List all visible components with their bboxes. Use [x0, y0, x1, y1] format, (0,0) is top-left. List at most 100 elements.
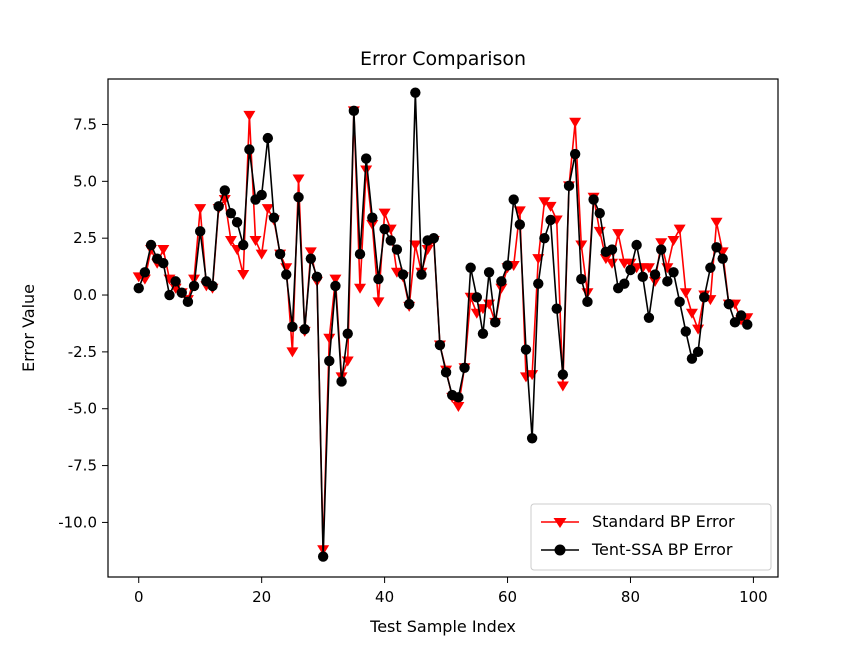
series-1-point-99: [742, 319, 753, 330]
series-1-point-32: [330, 280, 341, 292]
series-0-point-67: [544, 201, 557, 212]
series-0-point-18: [243, 110, 256, 121]
series-1-point-25: [287, 321, 298, 333]
series-1-point-20: [256, 189, 267, 201]
series-0-point-83: [642, 263, 655, 274]
series-0-point-25: [286, 347, 299, 358]
series-1-point-80: [625, 264, 636, 276]
series-0-point-36: [354, 283, 367, 294]
series-1-point-68: [551, 303, 562, 314]
series-1-point-57: [483, 267, 495, 278]
series-1-point-72: [576, 273, 587, 285]
series-0-point-84: [649, 276, 662, 287]
series-1-point-26: [293, 192, 304, 203]
series-1-point-92: [699, 292, 710, 303]
series-1-point-27: [299, 323, 310, 335]
series-1-point-42: [391, 244, 403, 255]
series-1-point-39: [373, 273, 384, 285]
series-1-point-33: [336, 376, 347, 387]
y-axis: 7.5 5.0 2.5 0.0 -2.5 -5.0 -7.5 -10.0: [58, 115, 108, 531]
series-1-point-10: [195, 226, 206, 237]
series-1-point-7: [176, 287, 187, 298]
series-1-point-77: [606, 244, 618, 255]
series-0-point-20: [255, 249, 268, 260]
series-1-point-71: [569, 148, 581, 160]
series-1-point-18: [244, 144, 255, 155]
series-1-point-52: [453, 392, 464, 403]
series-1-point-66: [539, 232, 550, 244]
series-1-point-58: [490, 317, 501, 328]
series-0-point-42: [390, 267, 403, 278]
series-1-point-35: [348, 105, 360, 117]
series-1-point-50: [440, 367, 452, 378]
y-tick-label-5: -5.0: [68, 400, 97, 418]
series-1-point-24: [281, 269, 292, 280]
series-0-point-62: [513, 206, 526, 217]
legend-box: [530, 503, 772, 571]
series-1-point-69: [557, 369, 569, 380]
series-0-point-26: [292, 174, 305, 185]
series-0-point-94: [710, 217, 723, 228]
series-1-point-30: [317, 551, 329, 562]
series-0-point-66: [538, 197, 551, 208]
y-tick-label-6: -7.5: [68, 457, 97, 475]
series-1-point-4: [158, 257, 169, 269]
series-1-point-0: [133, 283, 144, 294]
series-1-point-62: [514, 219, 526, 230]
series-1-point-15: [225, 207, 237, 219]
series-1-point-75: [594, 207, 605, 219]
x-tick-label-80: 80: [621, 588, 640, 606]
x-axis: 0 20 40 60 80 100: [134, 577, 768, 606]
series-1-point-93: [705, 262, 716, 273]
series-0-point-10: [194, 204, 207, 215]
series-1-point-21: [262, 132, 274, 144]
series-1-point-73: [582, 296, 593, 308]
series-1-point-22: [268, 212, 280, 223]
series-0-point-19: [249, 235, 262, 246]
series-0-point-4: [157, 245, 170, 256]
series-1-point-28: [305, 253, 317, 264]
series-0-point-78: [612, 229, 625, 240]
series-line-1: [137, 91, 748, 558]
x-tick-label-60: 60: [498, 588, 517, 606]
legend-marker-tent-ssa-bp: [554, 544, 566, 556]
series-1-point-94: [711, 242, 722, 253]
legend-label-tent-ssa-bp: Tent-SSA BP Error: [591, 540, 733, 559]
series-1-point-29: [311, 271, 323, 283]
series-1-point-46: [416, 269, 427, 280]
series-1-point-61: [508, 194, 519, 205]
chart-title: Error Comparison: [360, 48, 526, 70]
series-1-point-44: [403, 298, 415, 310]
plot-area: [107, 78, 779, 578]
series-0-point-47: [421, 245, 434, 256]
series-1-point-43: [397, 269, 409, 280]
series-1-point-12: [207, 280, 218, 292]
series-1-point-17: [238, 239, 249, 251]
series-0-point-52: [452, 401, 465, 412]
series-1-point-67: [545, 214, 556, 226]
series-1-point-37: [360, 153, 372, 164]
series-1-point-65: [533, 278, 544, 289]
series-1-point-90: [686, 353, 698, 364]
series-0-point-1: [138, 274, 151, 285]
series-1-point-5: [164, 289, 175, 301]
series-1-point-49: [434, 339, 446, 351]
x-tick-label-20: 20: [252, 588, 271, 606]
series-1-point-84: [649, 269, 661, 280]
series-1-point-63: [520, 344, 532, 355]
series-0-point-71: [569, 117, 582, 128]
series-1-point-64: [526, 433, 538, 444]
y-tick-label-0: 7.5: [73, 115, 97, 133]
series-1-point-95: [717, 253, 728, 264]
legend-label-standard-bp: Standard BP Error: [592, 512, 735, 531]
series-0-point-59: [495, 283, 508, 294]
y-axis-label: Error Value: [19, 284, 38, 372]
series-0-point-40: [378, 208, 391, 219]
series-1-point-40: [379, 223, 390, 235]
series-1-point-1: [139, 267, 151, 278]
y-tick-label-2: 2.5: [73, 229, 97, 247]
series-1-point-97: [729, 317, 741, 328]
series-0-point-39: [372, 297, 385, 308]
series-1-point-14: [219, 185, 230, 196]
